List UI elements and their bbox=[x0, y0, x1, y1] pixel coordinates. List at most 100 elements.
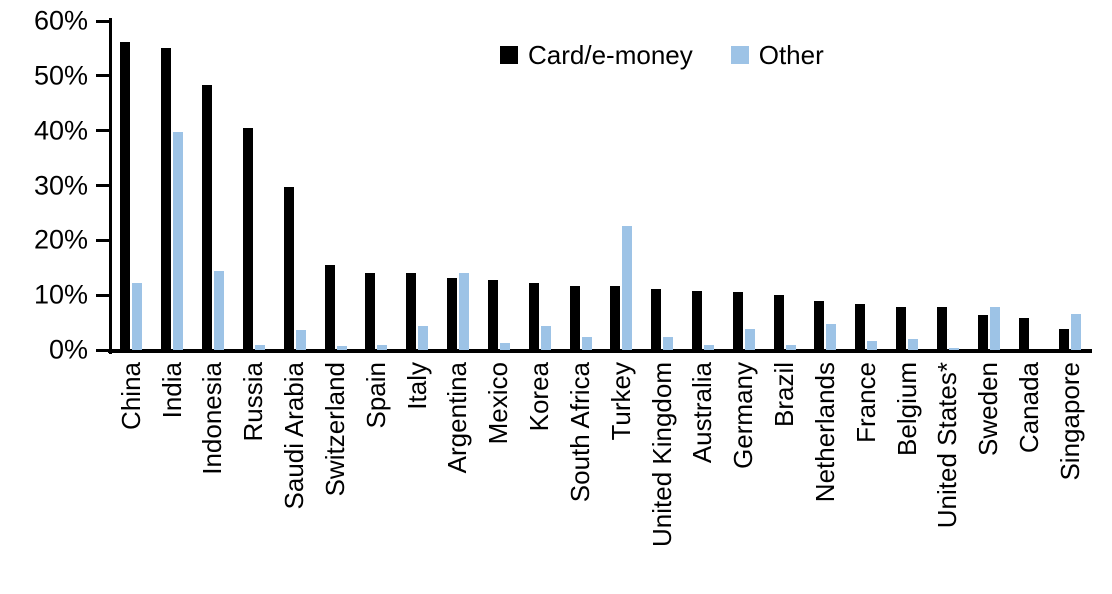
bar-other bbox=[132, 283, 143, 350]
y-axis-tick bbox=[96, 19, 109, 23]
bar-other bbox=[744, 329, 755, 350]
x-axis-label: Brazil bbox=[769, 362, 800, 428]
x-axis-label-slot: Korea bbox=[519, 362, 560, 431]
x-axis-label: Canada bbox=[1013, 362, 1044, 454]
x-axis-label-slot: Belgium bbox=[887, 362, 928, 456]
plot-area bbox=[111, 21, 1091, 350]
x-axis-label: Korea bbox=[524, 362, 555, 432]
x-axis-label-slot: Germany bbox=[723, 362, 764, 469]
bar-card-e-money bbox=[569, 285, 580, 350]
x-axis-label-slot: Turkey bbox=[601, 362, 642, 441]
x-axis-label-slot: Saudi Arabia bbox=[274, 362, 315, 509]
bar-card-e-money bbox=[855, 303, 866, 350]
bar-card-e-money bbox=[242, 128, 253, 350]
bar-card-e-money bbox=[936, 307, 947, 350]
bar-card-e-money bbox=[365, 272, 376, 350]
bar-group-spain bbox=[356, 21, 397, 350]
bar-card-e-money bbox=[610, 286, 621, 350]
x-axis-label: Germany bbox=[728, 362, 759, 469]
bar-group-netherlands bbox=[805, 21, 846, 350]
bar-group-russia bbox=[233, 21, 274, 350]
x-axis-label-slot: Switzerland bbox=[315, 362, 356, 496]
x-axis-label-slot: United States* bbox=[928, 362, 969, 528]
legend-swatch-icon bbox=[730, 46, 749, 64]
bar-group-south-africa bbox=[560, 21, 601, 350]
x-axis-label: Belgium bbox=[891, 362, 922, 456]
legend-label: Card/e-money bbox=[528, 40, 693, 70]
bar-group-canada bbox=[1009, 21, 1050, 350]
bar-other bbox=[908, 339, 919, 350]
x-axis-label: France bbox=[850, 362, 881, 443]
bar-group-germany bbox=[723, 21, 764, 350]
bar-card-e-money bbox=[202, 85, 213, 350]
y-axis-tick bbox=[96, 348, 109, 352]
bar-group-sweden bbox=[968, 21, 1009, 350]
bar-other bbox=[459, 273, 470, 350]
legend-item-other: Other bbox=[730, 42, 824, 68]
x-axis-label: Russia bbox=[238, 362, 269, 442]
y-axis-line bbox=[109, 18, 112, 354]
bar-card-e-money bbox=[528, 283, 539, 350]
bar-other bbox=[499, 342, 510, 350]
x-axis-label: United Kingdom bbox=[646, 362, 677, 547]
bar-card-e-money bbox=[161, 48, 172, 350]
bar-group-switzerland bbox=[315, 21, 356, 350]
bar-card-e-money bbox=[1018, 317, 1029, 350]
y-axis-label: 60% bbox=[33, 5, 88, 36]
x-axis-label: Australia bbox=[687, 362, 718, 464]
x-axis-label-slot: Italy bbox=[397, 362, 438, 410]
x-axis-label: Spain bbox=[360, 362, 391, 429]
x-axis-label-slot: India bbox=[152, 362, 193, 418]
bar-card-e-money bbox=[447, 277, 458, 350]
x-axis-label-slot: Russia bbox=[233, 362, 274, 441]
bar-card-e-money bbox=[692, 290, 702, 350]
bar-group-belgium bbox=[887, 21, 928, 350]
bar-other bbox=[418, 325, 429, 350]
bar-group-australia bbox=[683, 21, 724, 350]
bar-group-singapore bbox=[1050, 21, 1091, 350]
x-axis-label: Saudi Arabia bbox=[279, 362, 310, 510]
bar-other bbox=[785, 344, 796, 350]
bar-group-turkey bbox=[601, 21, 642, 350]
bar-card-e-money bbox=[732, 292, 743, 350]
bar-other bbox=[295, 329, 306, 350]
x-axis-label-slot: Sweden bbox=[968, 362, 1009, 456]
bar-other bbox=[540, 325, 551, 350]
legend-swatch-icon bbox=[500, 46, 518, 64]
bar-other bbox=[704, 345, 714, 350]
bar-other bbox=[173, 132, 184, 350]
bar-group-united-kingdom bbox=[642, 21, 683, 350]
y-axis-label: 20% bbox=[33, 224, 88, 255]
bar-card-e-money bbox=[977, 314, 988, 350]
y-axis-label: 0% bbox=[48, 334, 88, 365]
bar-group-france bbox=[846, 21, 887, 350]
y-axis-label: 10% bbox=[33, 279, 88, 310]
x-axis-label: Turkey bbox=[605, 362, 636, 441]
bar-other bbox=[826, 324, 837, 350]
bar-other bbox=[663, 337, 674, 350]
x-axis-label-slot: United Kingdom bbox=[642, 362, 683, 547]
bar-group-korea bbox=[519, 21, 560, 350]
y-axis-tick bbox=[96, 184, 109, 187]
x-axis-label: Netherlands bbox=[809, 362, 840, 503]
bar-group-mexico bbox=[478, 21, 519, 350]
bar-group-india bbox=[152, 21, 193, 350]
x-axis-label-slot: South Africa bbox=[560, 362, 601, 502]
y-axis-tick bbox=[96, 293, 109, 297]
x-axis-label-slot: Argentina bbox=[438, 362, 479, 473]
x-axis-label-slot: Brazil bbox=[764, 362, 805, 427]
bar-card-e-money bbox=[814, 300, 825, 350]
x-axis-label: China bbox=[115, 362, 146, 430]
x-axis-label: United States* bbox=[932, 362, 963, 529]
bar-other bbox=[989, 306, 1000, 350]
bar-other bbox=[1071, 314, 1082, 350]
bar-card-e-money bbox=[1059, 329, 1070, 350]
x-axis-label-slot: Spain bbox=[356, 362, 397, 429]
legend-item-card-e-money: Card/e-money bbox=[500, 42, 693, 68]
x-axis-label: Argentina bbox=[442, 362, 473, 474]
bar-group-united-states bbox=[928, 21, 969, 350]
y-axis-tick bbox=[96, 238, 109, 242]
bar-group-argentina bbox=[438, 21, 479, 350]
x-axis-label-slot: Canada bbox=[1009, 362, 1050, 453]
